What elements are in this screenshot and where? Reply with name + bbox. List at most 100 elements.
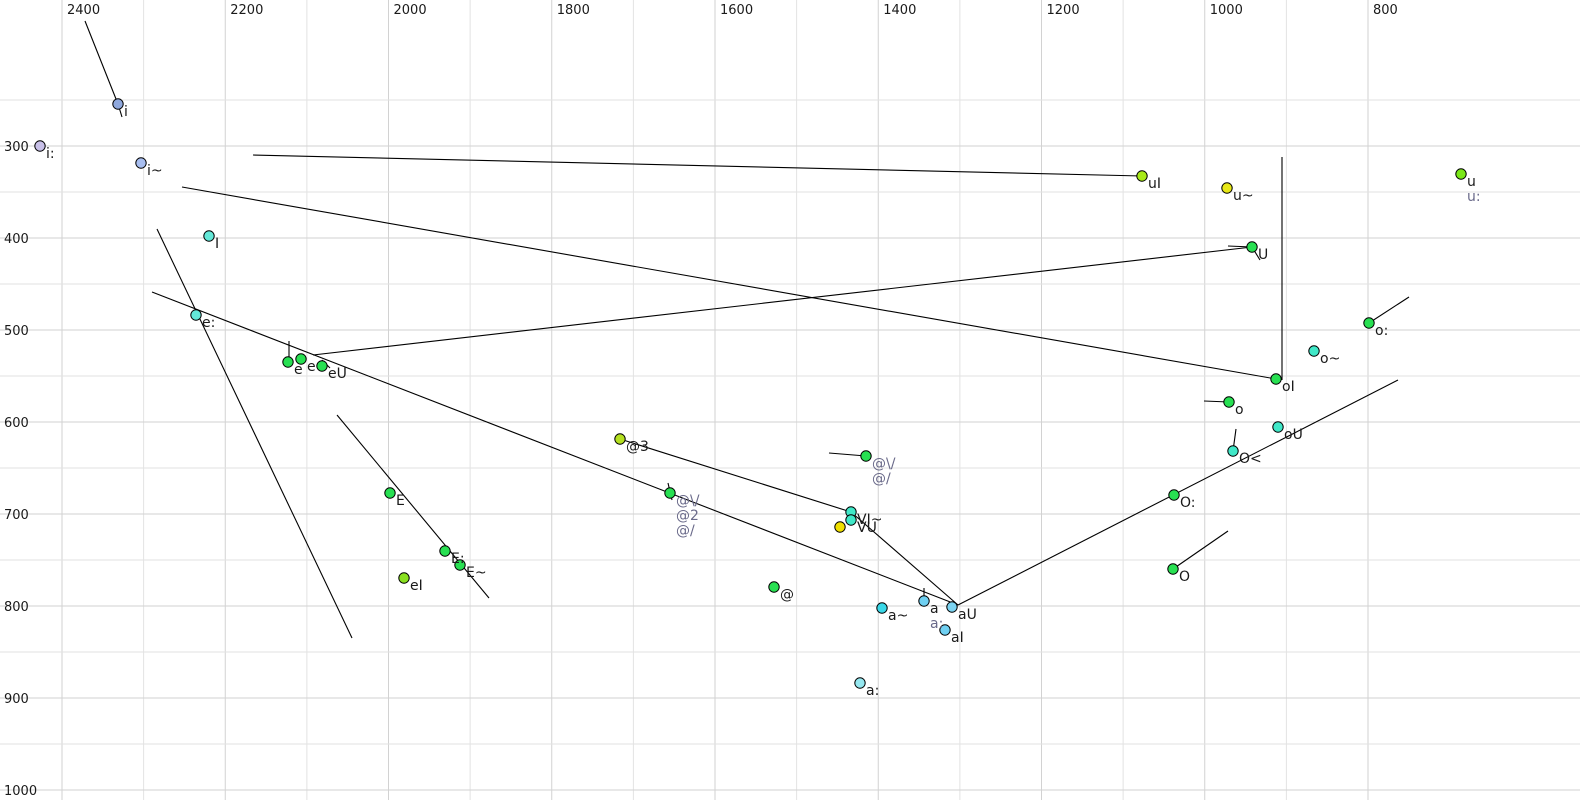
vowel-label: u~ bbox=[1233, 188, 1254, 204]
vowel-point[interactable] bbox=[190, 309, 202, 321]
y-tick-label: 900 bbox=[4, 692, 29, 707]
vowel-point[interactable] bbox=[1308, 345, 1320, 357]
x-tick-label: 1800 bbox=[557, 3, 590, 18]
vowel-point[interactable] bbox=[1272, 421, 1284, 433]
vowel-point[interactable] bbox=[384, 487, 396, 499]
vowel-point[interactable] bbox=[614, 433, 626, 445]
y-tick-label: 400 bbox=[4, 232, 29, 247]
trajectory-line bbox=[619, 438, 852, 513]
vowel-point[interactable] bbox=[854, 677, 866, 689]
vowel-label: u bbox=[1467, 174, 1476, 190]
trajectory-line bbox=[312, 246, 1253, 356]
vowel-point[interactable] bbox=[1227, 445, 1239, 457]
vowel-point[interactable] bbox=[1168, 489, 1180, 501]
vowel-label: @\/ bbox=[676, 493, 700, 509]
trajectory-line bbox=[252, 154, 1143, 177]
trajectory-line bbox=[1368, 296, 1410, 324]
x-tick-label: 2200 bbox=[230, 3, 263, 18]
y-tick-label: 300 bbox=[4, 140, 29, 155]
vowel-point[interactable] bbox=[34, 140, 46, 152]
vowel-point[interactable] bbox=[1270, 373, 1282, 385]
vowel-label: O: bbox=[1180, 495, 1196, 511]
vowel-point[interactable] bbox=[1167, 563, 1179, 575]
y-tick-label: 800 bbox=[4, 600, 29, 615]
vowel-point[interactable] bbox=[1136, 170, 1148, 182]
vowel-point[interactable] bbox=[316, 360, 328, 372]
vowel-point[interactable] bbox=[295, 353, 307, 365]
vowel-label: O bbox=[1179, 569, 1190, 585]
vowel-label: a: bbox=[866, 683, 879, 699]
vowel-label: i: bbox=[46, 146, 55, 162]
vowel-point[interactable] bbox=[1221, 182, 1233, 194]
y-tick-label: 600 bbox=[4, 416, 29, 431]
vowel-label: e: bbox=[202, 315, 215, 331]
trajectory-line bbox=[850, 511, 959, 606]
vowel-label: a~ bbox=[888, 608, 908, 624]
x-tick-label: 1400 bbox=[883, 3, 916, 18]
vowel-point[interactable] bbox=[918, 595, 930, 607]
vowel-label: uI bbox=[1148, 176, 1161, 192]
data-label-layer: ii:i~Ie:e e eUEE:E~eI@3@\/@2@/@@\/@/VI~VUu… bbox=[46, 104, 1481, 699]
x-tick-label: 1600 bbox=[720, 3, 753, 18]
x-tick-label: 1200 bbox=[1047, 3, 1080, 18]
vowel-label: i~ bbox=[147, 163, 163, 179]
vowel-label: VI~ bbox=[857, 512, 882, 528]
y-axis-tick-labels: 300 400 500 600 700 800 900 1000 bbox=[4, 140, 37, 799]
trajectory-line bbox=[181, 186, 1277, 380]
vowel-label: U bbox=[1258, 247, 1268, 263]
vowel-label: aU bbox=[958, 607, 977, 623]
vowel-label: @3 bbox=[626, 439, 649, 455]
vowel-label: u: bbox=[1467, 189, 1481, 205]
vowel-label: oU bbox=[1284, 427, 1303, 443]
vowel-label: E: bbox=[451, 551, 465, 567]
trajectory-line bbox=[828, 452, 867, 457]
trajectory-line bbox=[151, 291, 959, 606]
vowel-label: aI bbox=[951, 630, 964, 646]
vowel-label: @/ bbox=[872, 471, 891, 487]
vowel-point[interactable] bbox=[845, 514, 857, 526]
vowel-point[interactable] bbox=[946, 601, 958, 613]
vowel-label: @\/ bbox=[872, 456, 896, 472]
vowel-point[interactable] bbox=[439, 545, 451, 557]
vowel-point[interactable] bbox=[1246, 241, 1258, 253]
vowel-point[interactable] bbox=[664, 487, 676, 499]
vowel-label: i bbox=[124, 104, 128, 120]
vowel-point[interactable] bbox=[203, 230, 215, 242]
trajectory-layer bbox=[84, 20, 1410, 639]
vowel-point[interactable] bbox=[112, 98, 124, 110]
vowel-point[interactable] bbox=[282, 356, 294, 368]
y-tick-label: 700 bbox=[4, 508, 29, 523]
trajectory-line bbox=[156, 228, 353, 639]
vowel-label: o: bbox=[1375, 323, 1388, 339]
vowel-point[interactable] bbox=[454, 559, 466, 571]
x-tick-label: 2000 bbox=[394, 3, 427, 18]
vowel-label: @2 bbox=[676, 508, 699, 524]
vowel-label: e bbox=[294, 362, 303, 378]
vowel-label: a bbox=[930, 601, 939, 617]
vowel-point[interactable] bbox=[135, 157, 147, 169]
vowel-label: E bbox=[396, 493, 405, 509]
data-point-layer[interactable] bbox=[34, 98, 1467, 689]
y-tick-label: 500 bbox=[4, 324, 29, 339]
vowel-label: a: bbox=[930, 616, 943, 632]
vowel-point[interactable] bbox=[860, 450, 872, 462]
vowel-point[interactable] bbox=[834, 521, 846, 533]
vowel-label: oI bbox=[1282, 379, 1295, 395]
trajectory-line bbox=[84, 20, 119, 105]
vowel-point[interactable] bbox=[768, 581, 780, 593]
vowel-label: E~ bbox=[466, 565, 487, 581]
vowel-point[interactable] bbox=[939, 624, 951, 636]
x-tick-label: 800 bbox=[1373, 3, 1398, 18]
vowel-label: O< bbox=[1239, 451, 1262, 467]
vowel-point[interactable] bbox=[1455, 168, 1467, 180]
vowel-point[interactable] bbox=[1363, 317, 1375, 329]
vowel-point[interactable] bbox=[1223, 396, 1235, 408]
trajectory-line bbox=[1172, 530, 1229, 570]
vowel-point[interactable] bbox=[398, 572, 410, 584]
vowel-point[interactable] bbox=[876, 602, 888, 614]
x-tick-label: 1000 bbox=[1210, 3, 1243, 18]
vowel-label: eI bbox=[410, 578, 423, 594]
